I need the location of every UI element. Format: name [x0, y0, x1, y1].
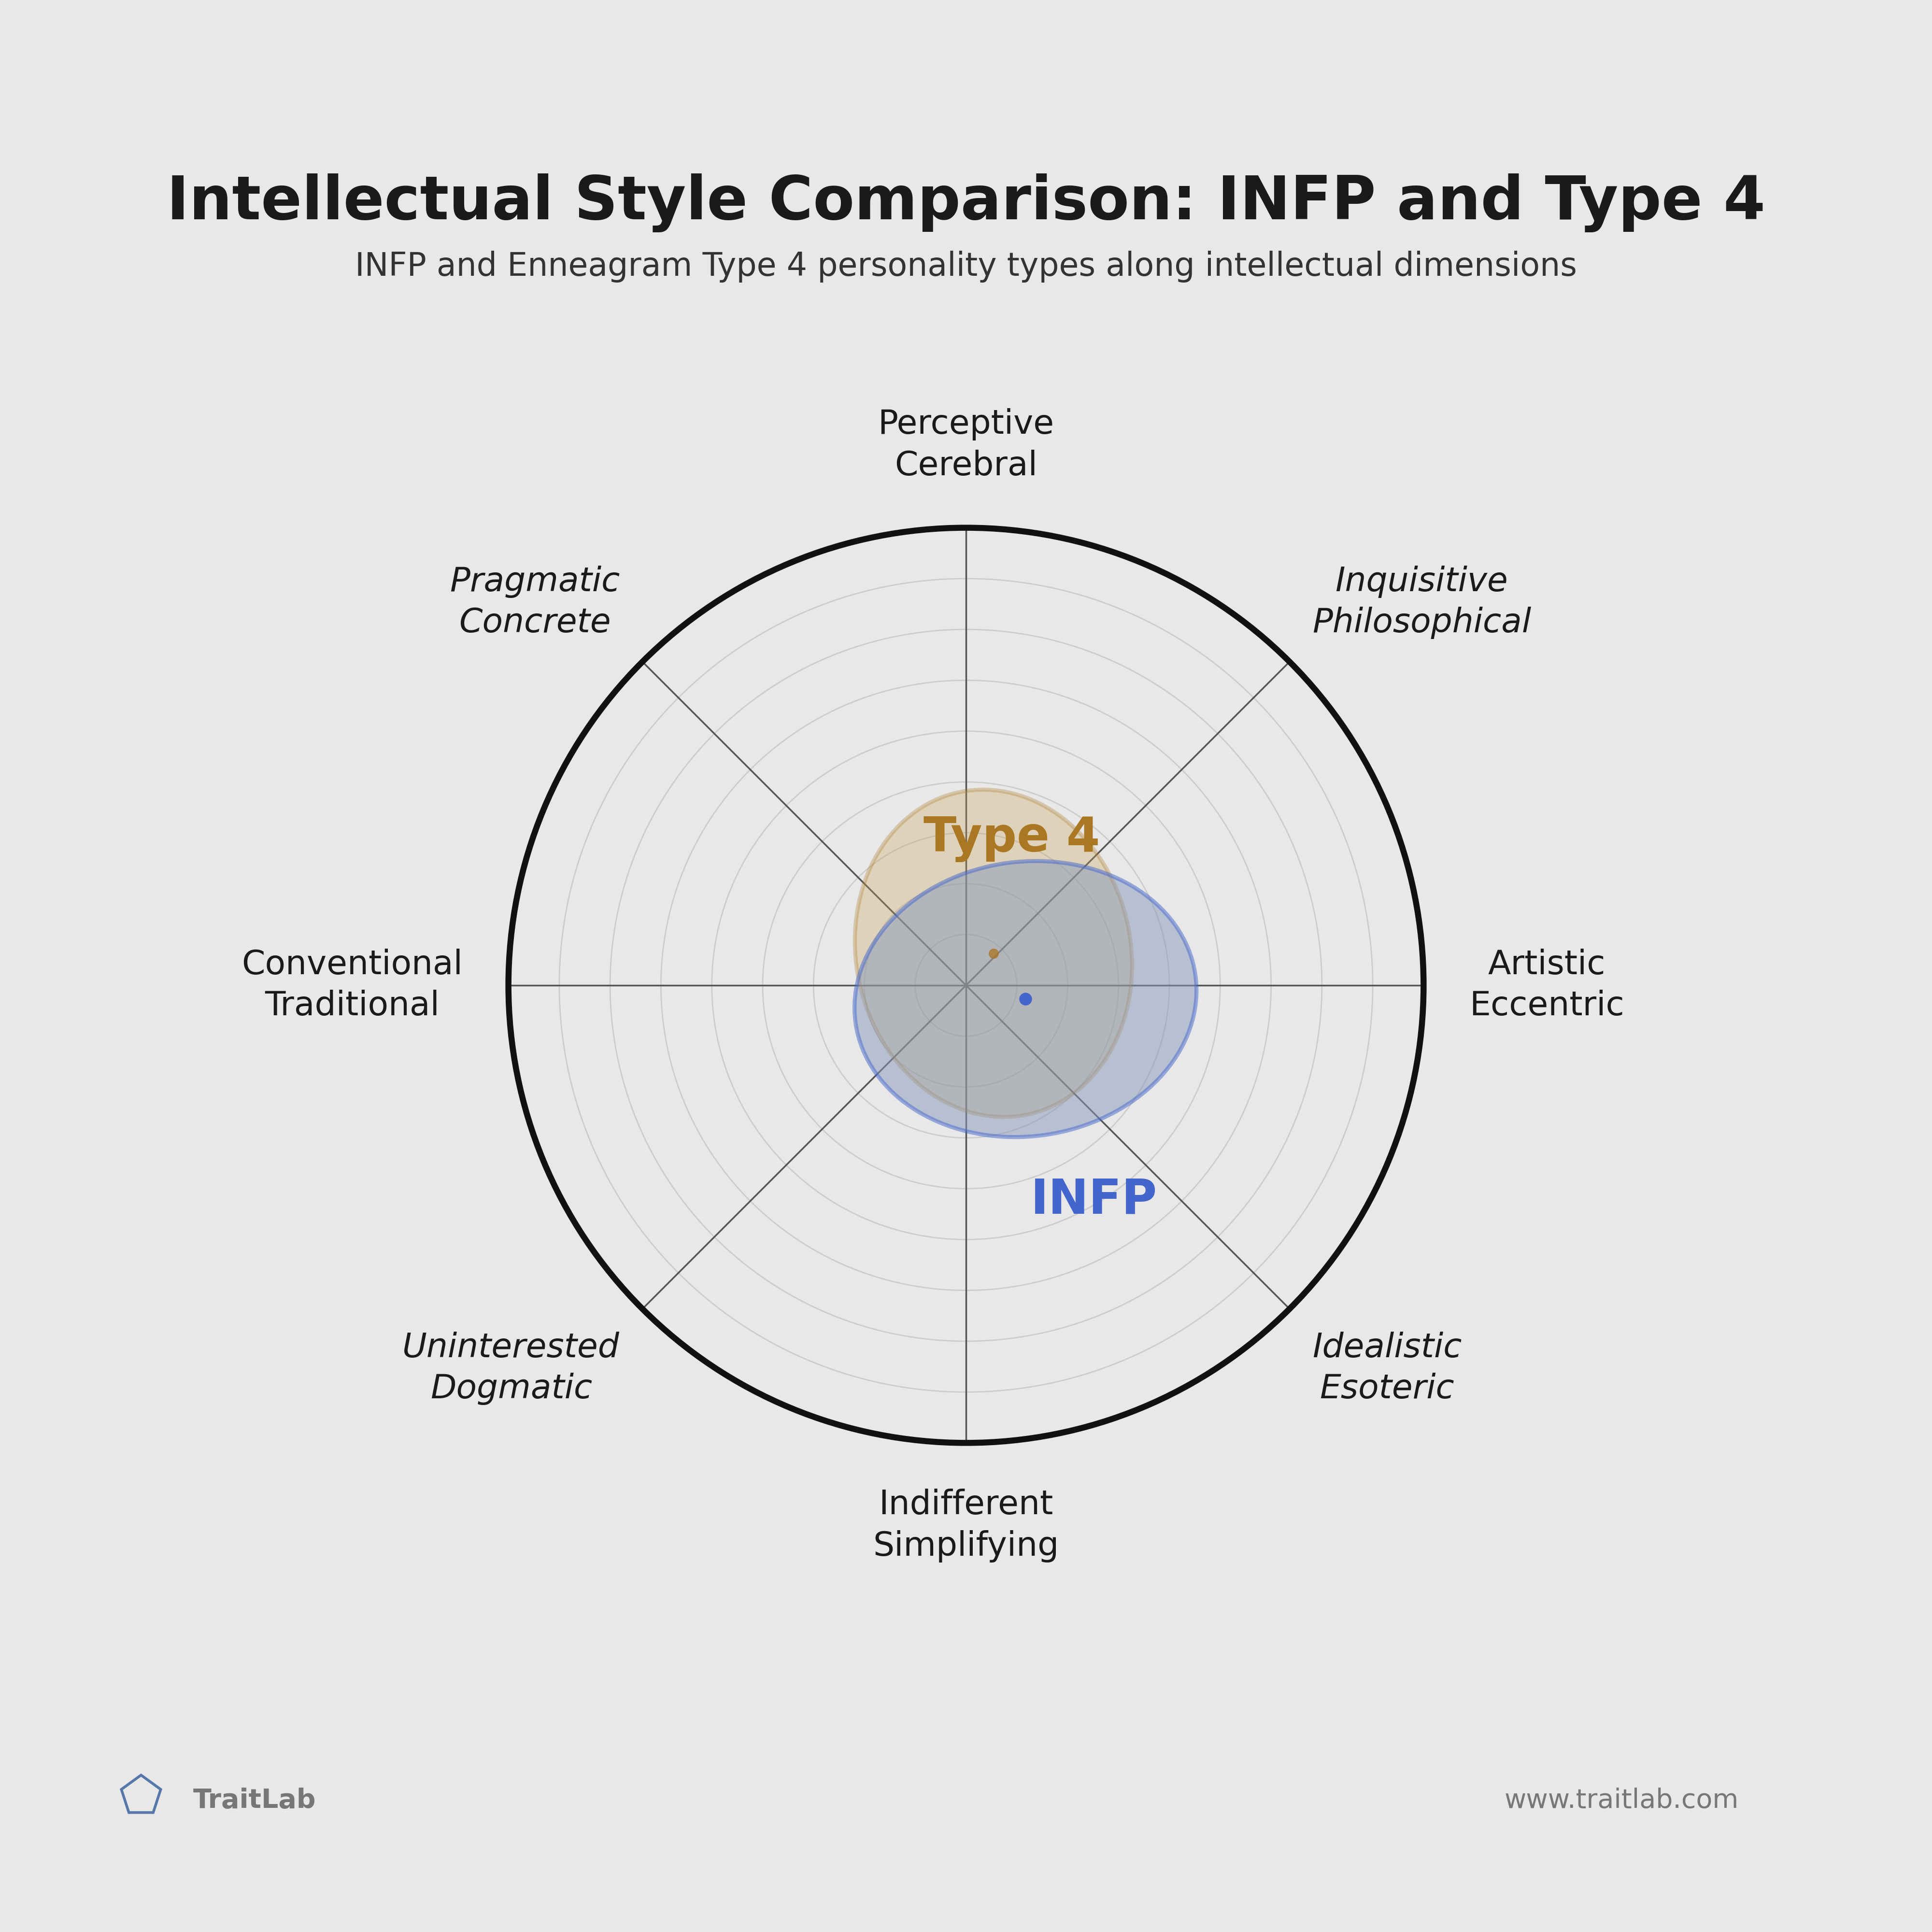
Text: Type 4: Type 4 [923, 815, 1099, 862]
Text: INFP: INFP [1032, 1177, 1157, 1223]
Text: INFP and Enneagram Type 4 personality types along intellectual dimensions: INFP and Enneagram Type 4 personality ty… [355, 251, 1577, 282]
Text: Artistic
Eccentric: Artistic Eccentric [1470, 949, 1625, 1022]
Text: Uninterested
Dogmatic: Uninterested Dogmatic [402, 1331, 620, 1405]
Text: Indifferent
Simplifying: Indifferent Simplifying [873, 1490, 1059, 1563]
Text: www.traitlab.com: www.traitlab.com [1505, 1787, 1739, 1814]
Text: TraitLab: TraitLab [193, 1787, 317, 1814]
Text: Intellectual Style Comparison: INFP and Type 4: Intellectual Style Comparison: INFP and … [166, 174, 1766, 232]
Text: Pragmatic
Concrete: Pragmatic Concrete [450, 566, 620, 639]
Text: Inquisitive
Philosophical: Inquisitive Philosophical [1312, 566, 1530, 639]
Text: Conventional
Traditional: Conventional Traditional [242, 949, 462, 1022]
Ellipse shape [854, 862, 1196, 1138]
Text: Idealistic
Esoteric: Idealistic Esoteric [1312, 1331, 1463, 1405]
Ellipse shape [854, 790, 1132, 1117]
Text: Perceptive
Cerebral: Perceptive Cerebral [877, 408, 1055, 481]
